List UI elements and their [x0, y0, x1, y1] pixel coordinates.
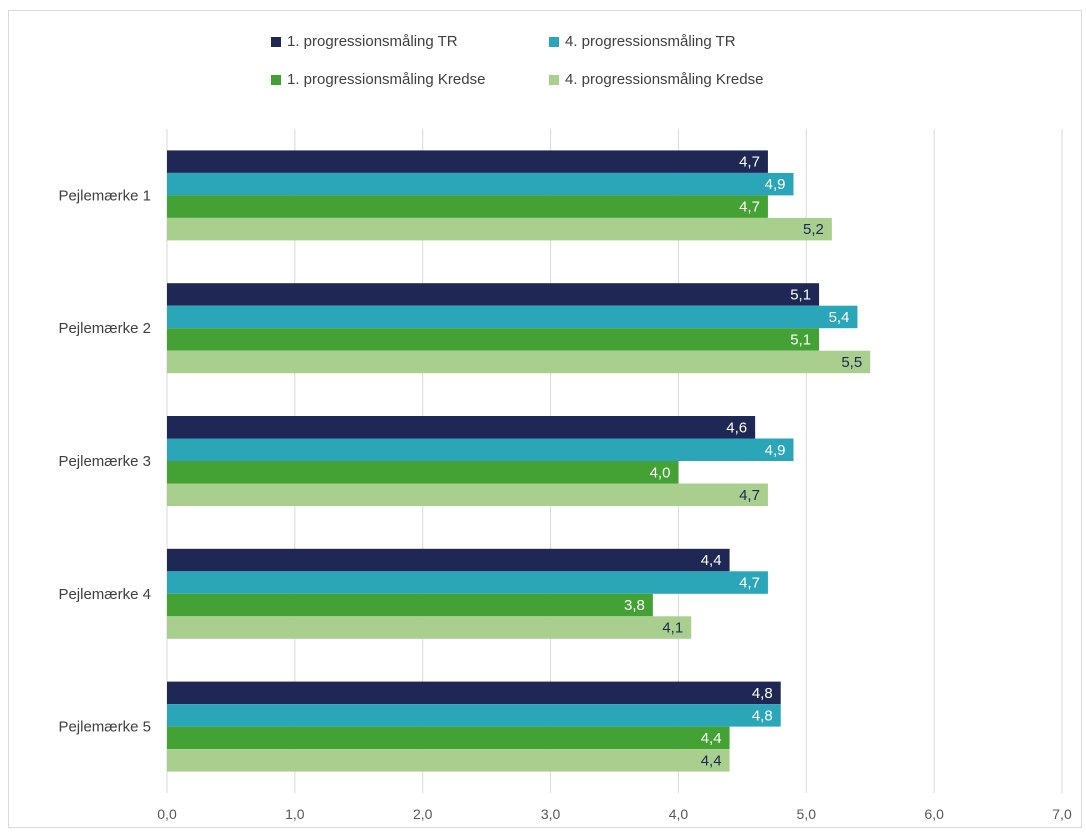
- data-label: 4,9: [765, 176, 786, 193]
- legend-label: 1. progressionsmåling Kredse: [287, 71, 486, 88]
- legend-label: 1. progressionsmåling TR: [287, 33, 458, 50]
- data-label: 4,1: [662, 620, 683, 637]
- bar-2-1: [167, 172, 794, 196]
- bar-4-1: [167, 217, 832, 241]
- bar-chart: 0,0 1,0 2,0 3,0 4,0 5,0 6,0 7,0 Pejlemærke 1 4,7 4…: [58, 129, 1072, 822]
- data-label: 4,7: [739, 154, 760, 171]
- bar-3-1: [167, 195, 768, 218]
- data-label: 4,4: [701, 730, 722, 747]
- bar-1-3: [167, 416, 756, 439]
- chart-frame: 1. progressionsmåling TR 4. progressionsm…: [8, 10, 1082, 828]
- bar-1-2: [167, 283, 820, 306]
- bar-2-2: [167, 305, 858, 329]
- data-label: 5,4: [829, 309, 850, 326]
- bar-4-4: [167, 616, 692, 639]
- data-label: 4,4: [701, 552, 722, 569]
- x-tick-label: 6,0: [924, 806, 944, 822]
- category-label: Pejlemærke 5: [58, 719, 151, 736]
- legend-item-4: 4. progressionsmåling Kredse: [549, 71, 763, 88]
- category-label: Pejlemærke 1: [58, 187, 151, 204]
- legend-item-3: 1. progressionsmåling Kredse: [271, 71, 485, 88]
- bar-4-2: [167, 350, 871, 374]
- data-label: 5,1: [790, 286, 811, 303]
- data-label: 5,5: [841, 354, 862, 371]
- legend-swatch: [271, 74, 281, 85]
- data-label: 5,2: [803, 221, 824, 238]
- x-tick-label: 2,0: [413, 806, 433, 822]
- x-tick-label: 7,0: [1052, 806, 1072, 822]
- x-tick-label: 4,0: [669, 806, 689, 822]
- legend-label: 4. progressionsmåling TR: [565, 33, 736, 50]
- legend-swatch: [549, 74, 559, 85]
- bar-1-4: [167, 548, 730, 572]
- bar-3-3: [167, 461, 679, 484]
- legend-swatch: [549, 36, 559, 47]
- legend-label: 4. progressionsmåling Kredse: [565, 71, 764, 88]
- bar-1-1: [167, 150, 768, 173]
- data-label: 3,8: [624, 597, 645, 614]
- legend: 1. progressionsmåling TR 4. progressionsm…: [9, 25, 1083, 105]
- bar-2-3: [167, 438, 794, 461]
- category-label: Pejlemærke 3: [58, 453, 151, 470]
- bar-2-4: [167, 571, 768, 594]
- bar-3-2: [167, 328, 820, 351]
- bar-3-5: [167, 726, 730, 750]
- data-label: 4,6: [726, 419, 747, 436]
- data-label: 4,9: [765, 442, 786, 459]
- category-label: Pejlemærke 2: [58, 320, 151, 337]
- legend-item-1: 1. progressionsmåling TR: [271, 33, 458, 50]
- data-label: 4,8: [752, 685, 773, 702]
- data-label: 4,7: [739, 199, 760, 216]
- x-tick-label: 0,0: [157, 806, 177, 822]
- bar-1-5: [167, 681, 781, 705]
- data-label: 4,7: [739, 575, 760, 592]
- bar-4-5: [167, 749, 730, 772]
- data-label: 4,0: [650, 464, 671, 481]
- legend-item-2: 4. progressionsmåling TR: [549, 33, 736, 50]
- bar-2-5: [167, 704, 781, 727]
- legend-swatch: [271, 36, 281, 47]
- data-label: 4,8: [752, 707, 773, 724]
- data-label: 4,7: [739, 487, 760, 504]
- bar-3-4: [167, 593, 653, 617]
- x-tick-label: 3,0: [541, 806, 561, 822]
- category-label: Pejlemærke 4: [58, 586, 151, 603]
- x-tick-label: 1,0: [285, 806, 305, 822]
- x-tick-label: 5,0: [797, 806, 817, 822]
- data-label: 4,4: [701, 752, 722, 769]
- bar-4-3: [167, 483, 768, 506]
- data-label: 5,1: [790, 331, 811, 348]
